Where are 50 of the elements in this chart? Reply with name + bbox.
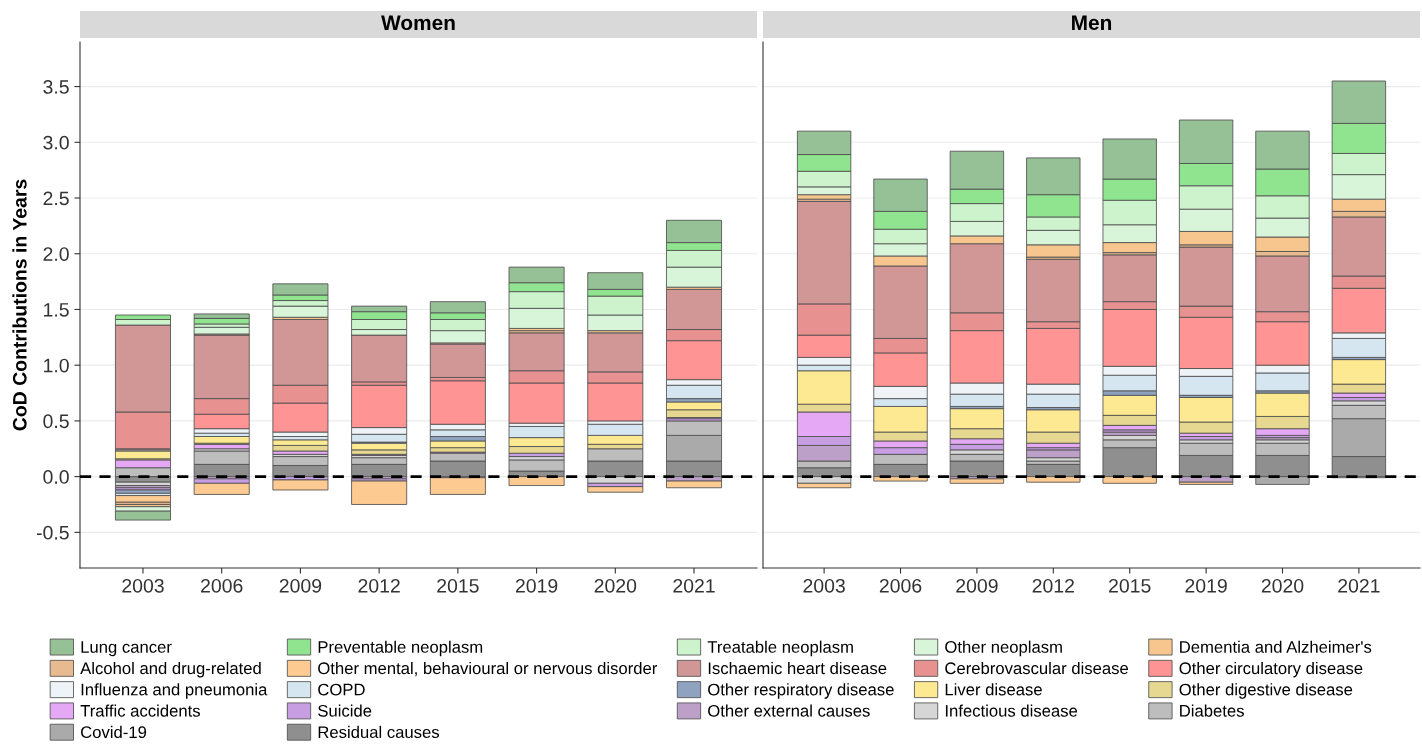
x-tick-label: 2003: [122, 578, 164, 593]
y-tick-label: 3.5: [43, 80, 69, 94]
x-tick-label: 2012: [1032, 578, 1074, 593]
x-tick-label: 2021: [1338, 578, 1380, 593]
legend-label: Other circulatory disease: [1179, 661, 1363, 678]
x-tick-label: 2015: [437, 578, 479, 593]
y-tick-label: -0.5: [36, 525, 69, 540]
x-tick-label: 2006: [201, 578, 243, 593]
x-tick-label: 2019: [515, 578, 558, 593]
chart-title: Men: [1072, 15, 1112, 31]
legend-label: Liver disease: [945, 683, 1042, 696]
x-tick-label: 2003: [803, 578, 845, 593]
x-tick-label: 2021: [673, 578, 715, 593]
y-axis-title: CoD Contributions in Years: [12, 179, 27, 431]
legend-label: Suicide: [318, 704, 372, 717]
x-tick-label: 2012: [358, 578, 400, 593]
legend-label: Infectious disease: [945, 704, 1078, 717]
legend-label: Traffic accidents: [80, 704, 200, 717]
legend-label: Other mental, behavioural or nervous disorder: [318, 661, 658, 677]
legend-label: Ischaemic heart disease: [708, 661, 887, 675]
legend-label: Preventable neoplasm: [318, 640, 483, 657]
x-tick-label: 2009: [956, 578, 998, 593]
legend-label: Dementia and Alzheimer's: [1180, 640, 1372, 653]
chart-title: Women: [381, 15, 455, 31]
x-tick-label: 2006: [879, 578, 922, 593]
y-tick-label: 1.0: [44, 358, 69, 373]
legend-label: Other respiratory disease: [708, 683, 894, 699]
legend-label: Diabetes: [1180, 704, 1244, 717]
legend-label: COPD: [318, 683, 365, 696]
legend-label: Alcohol and drug-related: [80, 661, 261, 678]
legend-label: Other neoplasm: [945, 640, 1062, 657]
x-tick-label: 2015: [1109, 578, 1151, 593]
legend-label: Residual causes: [318, 725, 440, 739]
legend-label: Treatable neoplasm: [707, 640, 853, 657]
legend-label: Influenza and pneumonia: [81, 683, 268, 699]
x-tick-label: 2019: [1185, 578, 1227, 593]
legend-label: Other digestive disease: [1179, 683, 1353, 699]
x-tick-label: 2009: [279, 578, 322, 593]
x-tick-label: 2020: [1261, 578, 1304, 593]
legend-label: Cerebrovascular disease: [945, 661, 1129, 675]
y-tick-label: 2.0: [43, 247, 69, 261]
y-tick-label: 3.0: [43, 135, 69, 150]
x-tick-label: 2020: [594, 578, 637, 593]
legend-label: Covid-19: [81, 725, 147, 739]
legend-label: Other external causes: [708, 704, 870, 717]
y-tick-label: 0.0: [43, 470, 69, 484]
legend-label: Lung cancer: [81, 641, 172, 657]
y-tick-label: 2.5: [43, 191, 69, 206]
y-tick-label: 1.5: [44, 303, 69, 317]
y-tick-label: 0.5: [43, 414, 69, 429]
